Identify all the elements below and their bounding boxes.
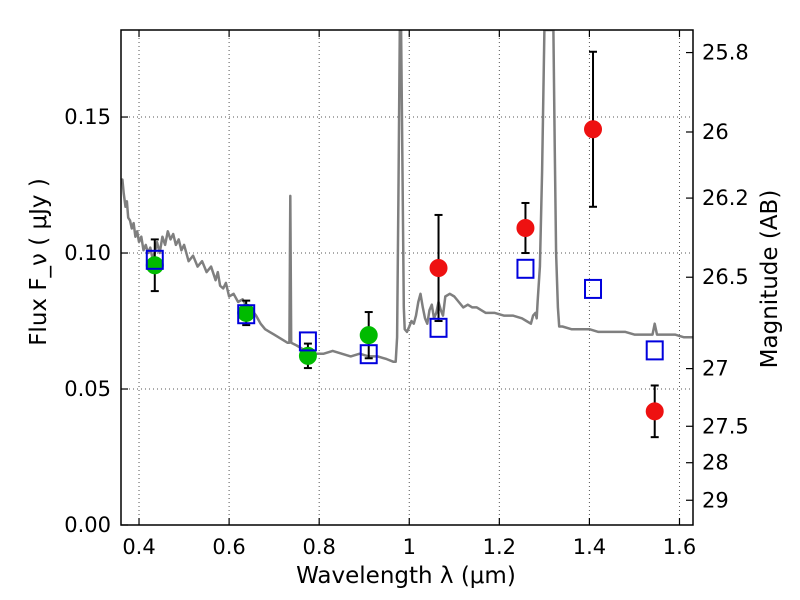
model-square-point <box>298 331 317 352</box>
right-tick-label: 29 <box>702 488 729 512</box>
axes: 0.4 0.6 0.8 1 1.2 1.4 1.6 0.00 0.05 0.10 0.15 25.8 2… <box>64 29 749 559</box>
x-tick-label: 0.8 <box>302 535 335 559</box>
right-tick-label: 26.5 <box>702 265 749 289</box>
model-square-point <box>429 317 448 338</box>
y-tick-label: 0.10 <box>64 241 111 265</box>
right-tick-label: 28 <box>702 451 729 475</box>
observed-flux-point <box>237 303 256 322</box>
right-tick-label: 26.2 <box>702 186 749 210</box>
sed-spectrum-line <box>121 30 693 364</box>
observed-flux-point <box>516 219 535 237</box>
model-square-point <box>516 258 535 279</box>
y-tick-label: 0.05 <box>64 377 111 401</box>
observed-flux-point <box>298 346 317 365</box>
right-tick-label: 27 <box>702 357 729 381</box>
x-tick-label: 1.2 <box>483 535 516 559</box>
model-spectrum <box>121 30 693 364</box>
model-square-point <box>645 340 664 361</box>
model-square-point <box>237 304 256 325</box>
data-points <box>145 50 664 439</box>
right-tick-label: 26 <box>702 120 729 144</box>
right-tick-label: 25.8 <box>702 41 749 65</box>
x-tick-label: 1.6 <box>663 535 696 559</box>
observed-flux-point <box>359 326 378 345</box>
x-tick-label: 1 <box>403 535 416 559</box>
model-square-point <box>145 249 164 270</box>
y-tick-label: 0.00 <box>64 513 111 537</box>
right-tick-label: 27.5 <box>702 414 749 438</box>
model-square-point <box>584 278 603 299</box>
y-axis-right-label: Magnitude (AB) <box>757 190 783 369</box>
y-tick-label: 0.15 <box>64 105 111 129</box>
observed-flux-point <box>429 258 448 277</box>
observed-flux-point <box>145 256 164 275</box>
x-tick-label: 0.6 <box>212 535 245 559</box>
plot-frame <box>120 29 694 526</box>
observed-flux-point <box>645 402 664 421</box>
x-tick-label: 0.4 <box>122 535 155 559</box>
model-square-point <box>359 344 378 365</box>
grid-lines <box>121 30 693 525</box>
x-tick-label: 1.4 <box>573 535 606 559</box>
y-axis-label: Flux F_ν ( μJy ) <box>26 178 52 346</box>
observed-flux-point <box>584 120 603 139</box>
x-axis-label: Wavelength λ (μm) <box>296 563 516 589</box>
